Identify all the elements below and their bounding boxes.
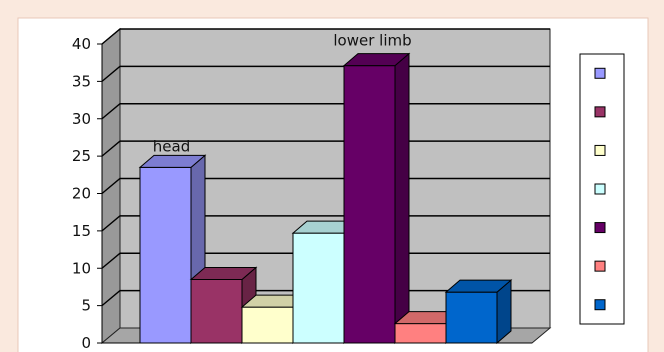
bar-top — [189, 266, 258, 280]
y-tick-label: 5 — [81, 297, 91, 315]
bar-top — [138, 154, 207, 168]
bar-front — [139, 166, 192, 344]
legend-swatch-5 — [594, 222, 606, 234]
y-tick-label: 15 — [72, 222, 91, 240]
legend-swatch-3 — [594, 144, 606, 156]
y-tick-label: 25 — [72, 147, 91, 165]
bar-5 — [342, 52, 411, 345]
bar-front — [394, 323, 447, 344]
bar-top — [342, 53, 411, 67]
gridline-40 — [101, 28, 550, 45]
y-tick-label: 0 — [81, 334, 91, 352]
data-label: lower limb — [333, 32, 411, 50]
bar-front — [190, 278, 243, 344]
y-tick-label: 40 — [72, 35, 91, 53]
legend-swatch-1 — [594, 67, 606, 79]
legend-swatch-4 — [594, 183, 606, 195]
y-tick-label: 20 — [72, 185, 91, 203]
legend-swatch-2 — [594, 106, 606, 118]
bar-top — [444, 279, 513, 293]
data-label: head — [153, 137, 190, 155]
bar-front — [445, 291, 498, 344]
bar-1 — [138, 154, 207, 345]
bar-front — [343, 65, 396, 344]
y-tick-label: 30 — [72, 110, 91, 128]
bar-front — [241, 306, 294, 344]
y-tick-label: 10 — [72, 259, 91, 277]
bar-side — [394, 52, 410, 345]
bar-7 — [444, 279, 513, 345]
bar-front — [292, 232, 345, 344]
y-tick-label: 35 — [72, 72, 91, 90]
legend-swatch-6 — [594, 260, 606, 272]
legend-swatch-7 — [594, 299, 606, 311]
